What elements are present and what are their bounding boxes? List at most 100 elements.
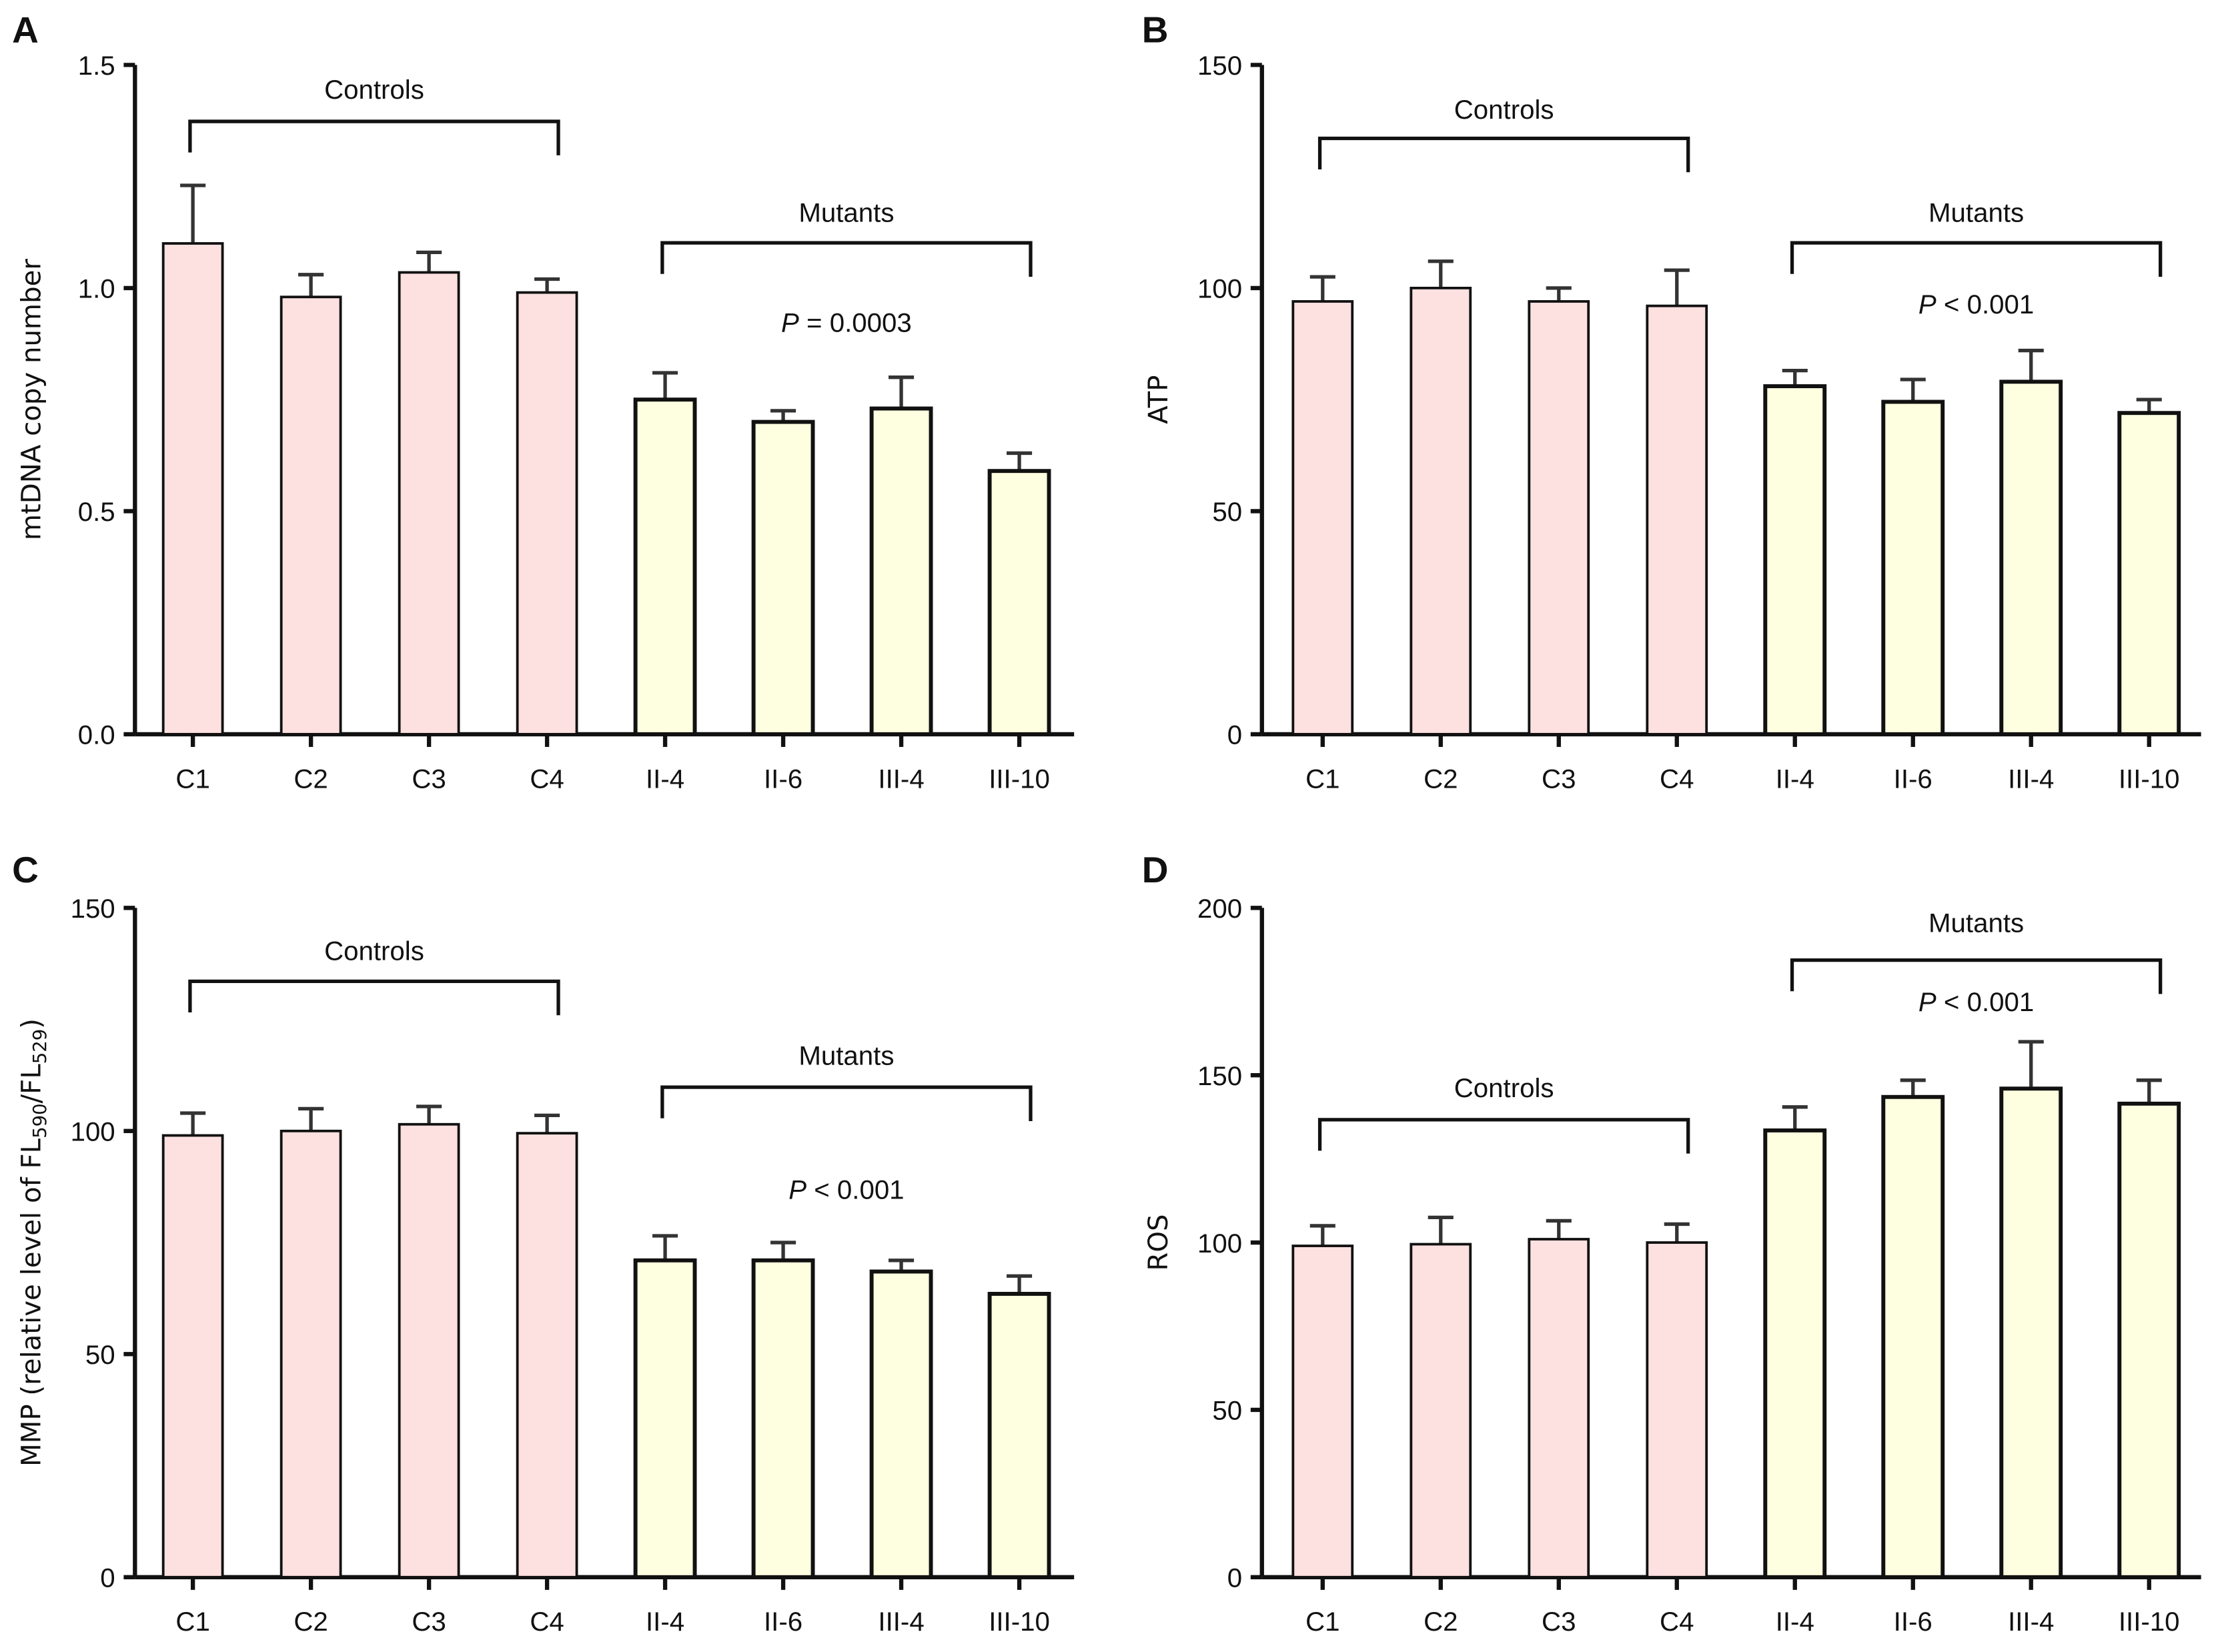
group-bracket-mutants bbox=[1790, 958, 2163, 994]
bar-ii-4 bbox=[633, 397, 697, 736]
bar-c4 bbox=[516, 1132, 578, 1579]
p-value: = 0.0003 bbox=[799, 308, 912, 338]
y-axis-label-part: /FL bbox=[16, 1064, 47, 1104]
p-symbol: P bbox=[788, 1174, 806, 1204]
y-axis-label-part: ATP bbox=[1143, 375, 1174, 424]
p-value-annotation: P < 0.001 bbox=[788, 1174, 904, 1204]
x-tick-label: C1 bbox=[175, 764, 209, 794]
y-axis-label: MMP (relative level of FL590/FL529) bbox=[16, 1018, 50, 1467]
bar-c3 bbox=[398, 271, 460, 736]
x-tick-label: III-4 bbox=[2008, 1607, 2054, 1637]
x-tick-label: C4 bbox=[1660, 1607, 1694, 1637]
group-label: Controls bbox=[324, 936, 424, 966]
y-axis-label-part: mtDNA copy number bbox=[16, 259, 47, 541]
y-tick-label: 200 bbox=[1197, 894, 1242, 924]
x-tick-label: II-6 bbox=[1894, 1607, 1932, 1637]
p-value: < 0.001 bbox=[1936, 289, 2034, 319]
x-tick-label: III-10 bbox=[2119, 1607, 2180, 1637]
bar-c2 bbox=[280, 1129, 342, 1579]
y-tick-label: 0 bbox=[1227, 720, 1242, 750]
panel-b: B ATP 0 50 100 150 C1 C2 C3 C4 II-4 II-6 III-4 III-10… bbox=[1142, 9, 2201, 794]
group-label: Mutants bbox=[798, 197, 894, 227]
p-value-annotation: P < 0.001 bbox=[1918, 289, 2034, 319]
y-tick-label: 1.5 bbox=[78, 51, 115, 81]
bar-ii-4 bbox=[1763, 384, 1827, 736]
group-label: Controls bbox=[1454, 95, 1554, 125]
y-axis-label-part: ROS bbox=[1143, 1214, 1174, 1271]
group-label: Mutants bbox=[1928, 908, 2024, 938]
y-tick-label: 1.0 bbox=[78, 274, 115, 304]
x-tick-label: II-6 bbox=[764, 764, 802, 794]
panel-label: A bbox=[12, 9, 39, 51]
x-tick-label: II-4 bbox=[646, 764, 684, 794]
p-value-annotation: P = 0.0003 bbox=[781, 308, 912, 338]
x-tick-label: II-6 bbox=[764, 1607, 802, 1637]
y-axis-label-part: ) bbox=[16, 1018, 47, 1029]
bar-c2 bbox=[1410, 286, 1472, 736]
x-tick-label: II-4 bbox=[1776, 764, 1814, 794]
y-tick-label: 100 bbox=[1197, 1228, 1242, 1259]
p-value: < 0.001 bbox=[1936, 987, 2034, 1017]
y-axis-label: ROS bbox=[1143, 1214, 1174, 1271]
group-label: Controls bbox=[324, 75, 424, 105]
group-label: Mutants bbox=[798, 1040, 894, 1070]
x-tick-label: II-4 bbox=[1776, 1607, 1814, 1637]
y-axis-label-part: MMP (relative level of FL bbox=[16, 1138, 47, 1467]
bar-iii-4 bbox=[1999, 379, 2063, 736]
group-bracket-controls bbox=[1317, 1118, 1690, 1154]
x-tick-label: C2 bbox=[1424, 1607, 1458, 1637]
x-tick-label: C3 bbox=[1542, 764, 1576, 794]
y-axis-label-part: 529 bbox=[29, 1029, 51, 1064]
x-tick-label: C1 bbox=[1305, 764, 1339, 794]
x-tick-label: II-4 bbox=[646, 1607, 684, 1637]
x-tick-label: C2 bbox=[294, 1607, 328, 1637]
x-tick-label: III-10 bbox=[989, 764, 1050, 794]
x-tick-label: C4 bbox=[530, 764, 564, 794]
x-tick-label: III-4 bbox=[878, 1607, 924, 1637]
group-bracket-mutants bbox=[660, 1085, 1033, 1121]
y-tick-label: 150 bbox=[71, 894, 115, 924]
y-tick-label: 50 bbox=[1212, 1396, 1242, 1426]
p-symbol: P bbox=[1918, 987, 1936, 1017]
x-tick-label: C3 bbox=[412, 764, 446, 794]
bar-c1 bbox=[1291, 300, 1354, 736]
bar-c4 bbox=[1646, 1241, 1708, 1579]
x-tick-label: C1 bbox=[175, 1607, 209, 1637]
bar-c2 bbox=[1410, 1243, 1472, 1579]
x-tick-label: C4 bbox=[1660, 764, 1694, 794]
bar-c3 bbox=[1528, 1238, 1590, 1579]
bar-ii-6 bbox=[1881, 1094, 1945, 1579]
y-tick-label: 150 bbox=[1197, 1061, 1242, 1091]
group-label: Controls bbox=[1454, 1073, 1554, 1103]
panel-d: D ROS 0 50 100 150 200 C1 C2 C3 C4 II-4 II-6 III-4 III… bbox=[1142, 849, 2201, 1637]
bar-ii-6 bbox=[751, 1258, 815, 1579]
bar-ii-6 bbox=[751, 420, 815, 736]
bar-iii-10 bbox=[987, 469, 1051, 736]
y-tick-label: 50 bbox=[85, 1340, 115, 1370]
bar-c4 bbox=[1646, 304, 1708, 736]
y-tick-label: 0.0 bbox=[78, 720, 115, 750]
y-tick-label: 0 bbox=[1227, 1563, 1242, 1593]
y-axis-label-part: 590 bbox=[29, 1103, 51, 1138]
bar-c3 bbox=[1528, 300, 1590, 736]
bar-c2 bbox=[280, 295, 342, 736]
bar-ii-6 bbox=[1881, 399, 1945, 736]
group-label: Mutants bbox=[1928, 197, 2024, 227]
bar-ii-4 bbox=[1763, 1128, 1827, 1579]
panel-c: C MMP (relative level of FL590/FL529) 0 50 1… bbox=[12, 849, 1075, 1637]
p-symbol: P bbox=[1918, 289, 1936, 319]
x-tick-label: C2 bbox=[294, 764, 328, 794]
group-bracket-controls bbox=[1317, 136, 1690, 173]
group-bracket-mutants bbox=[1790, 241, 2163, 277]
bar-iii-4 bbox=[1999, 1086, 2063, 1579]
bar-iii-10 bbox=[2117, 1101, 2181, 1579]
x-tick-label: C3 bbox=[412, 1607, 446, 1637]
bar-ii-4 bbox=[633, 1258, 697, 1579]
panel-label: D bbox=[1142, 849, 1169, 890]
bar-iii-4 bbox=[869, 1269, 933, 1579]
bar-iii-10 bbox=[987, 1292, 1051, 1579]
y-axis-label: ATP bbox=[1143, 375, 1174, 424]
bar-c3 bbox=[398, 1122, 460, 1579]
